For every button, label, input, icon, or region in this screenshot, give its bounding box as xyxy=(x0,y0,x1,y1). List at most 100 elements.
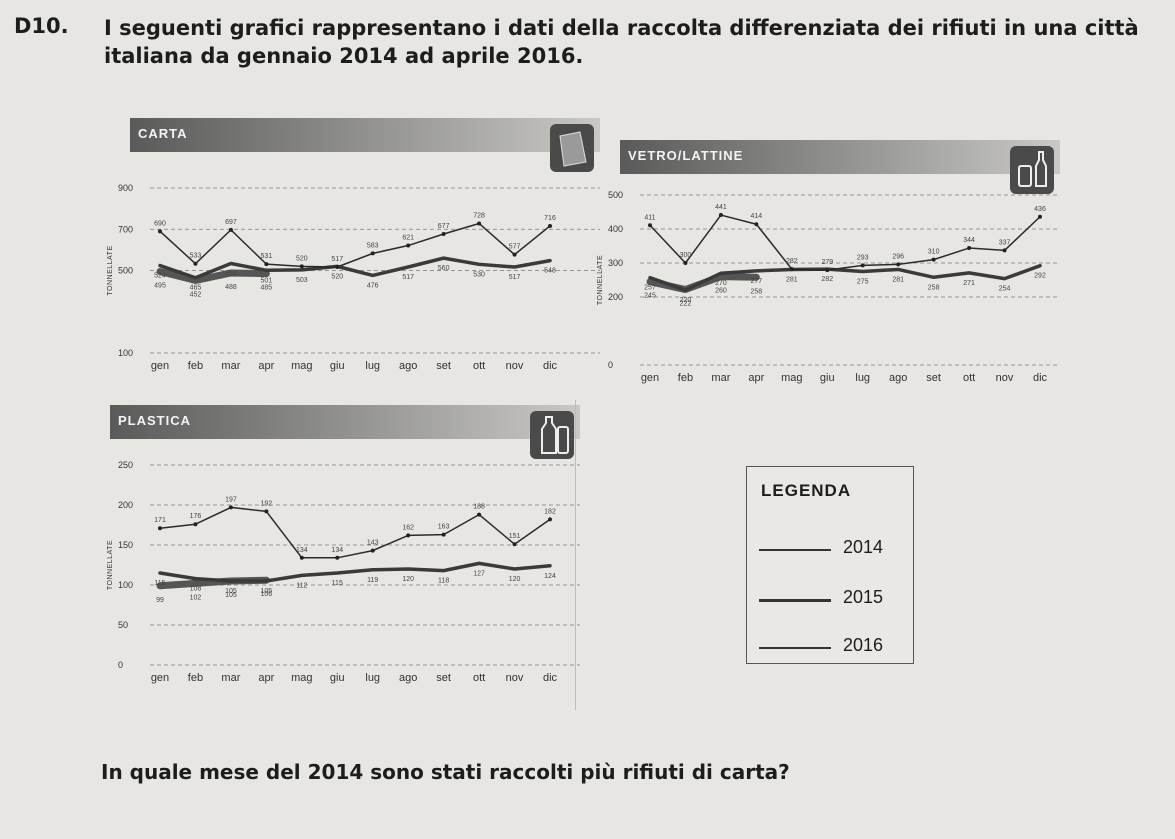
data-point-2014 xyxy=(299,555,304,560)
data-point-2014 xyxy=(264,262,269,267)
data-point-2014 xyxy=(299,264,304,269)
y-axis-label: TONNELLATE xyxy=(107,245,114,295)
data-label-2014: 577 xyxy=(509,244,521,251)
data-label-2016: 102 xyxy=(190,594,202,601)
y-tick-label: 400 xyxy=(608,224,623,234)
data-label-2014: 697 xyxy=(225,219,237,226)
data-label-2015: 120 xyxy=(509,576,521,583)
x-tick-label: mar xyxy=(711,372,730,384)
x-tick-label: gen xyxy=(641,372,659,384)
y-tick-label: 200 xyxy=(608,292,623,302)
data-label-2015: 501 xyxy=(261,277,273,284)
data-label-2016: 105 xyxy=(225,592,237,599)
series-line-2015 xyxy=(158,256,552,280)
legend-line-2015 xyxy=(759,599,831,602)
data-label-2014: 171 xyxy=(154,517,166,524)
data-label-2016: 245 xyxy=(644,293,656,300)
data-label-2015: 282 xyxy=(821,276,833,283)
data-label-2016: 485 xyxy=(261,285,273,292)
y-tick-label: 100 xyxy=(118,348,133,358)
x-tick-label: ago xyxy=(889,372,907,384)
question-number: D10. xyxy=(14,14,69,38)
data-label-2014: 134 xyxy=(331,547,343,554)
data-label-2015: 271 xyxy=(963,280,975,287)
data-label-2014: 583 xyxy=(367,242,379,249)
data-point-2014 xyxy=(193,261,198,266)
data-point-2014 xyxy=(1038,214,1042,219)
data-label-2014: 192 xyxy=(261,500,273,507)
data-label-2014: 728 xyxy=(473,212,485,219)
data-label-2014: 151 xyxy=(509,533,521,540)
y-tick-label: 50 xyxy=(118,620,128,630)
y-tick-label: 500 xyxy=(118,266,133,276)
data-point-2014 xyxy=(896,262,901,267)
data-label-2014: 690 xyxy=(154,220,166,227)
data-label-2015: 524 xyxy=(154,273,166,280)
y-tick-label: 0 xyxy=(118,660,123,670)
x-tick-label: ott xyxy=(963,372,975,384)
x-tick-label: lug xyxy=(365,360,380,372)
data-label-2015: 534 xyxy=(225,270,237,277)
x-tick-label: ott xyxy=(473,360,485,372)
data-point-2014 xyxy=(477,221,482,226)
vetro-icon xyxy=(1010,146,1054,194)
data-label-2015: 517 xyxy=(509,274,521,281)
y-tick-label: 500 xyxy=(608,190,623,200)
data-label-2015: 257 xyxy=(644,285,656,292)
data-label-2015: 281 xyxy=(892,276,904,283)
data-point-2014 xyxy=(512,542,517,547)
legend-title: LEGENDA xyxy=(761,481,852,500)
data-label-2014: 176 xyxy=(190,513,202,520)
legend-item-2016: 2016 xyxy=(757,635,907,657)
data-point-2014 xyxy=(648,223,652,228)
series-line-2016 xyxy=(156,268,270,284)
data-point-2014 xyxy=(967,246,972,251)
data-label-2016: 258 xyxy=(751,288,763,295)
y-tick-label: 100 xyxy=(118,580,133,590)
y-tick-label: 200 xyxy=(118,500,133,510)
data-label-2014: 677 xyxy=(438,223,450,230)
data-point-2014 xyxy=(860,263,865,268)
x-tick-label: feb xyxy=(188,672,203,684)
x-tick-label: ago xyxy=(399,672,417,684)
data-point-2014 xyxy=(477,512,482,517)
y-tick-label: 0 xyxy=(608,360,613,370)
data-point-2014 xyxy=(158,526,162,531)
data-label-2016: 260 xyxy=(715,288,727,295)
data-label-2014: 436 xyxy=(1034,206,1046,213)
data-label-2015: 220 xyxy=(680,297,692,304)
data-point-2014 xyxy=(264,509,269,514)
data-label-2015: 127 xyxy=(473,570,485,577)
data-label-2016: 99 xyxy=(156,597,164,604)
x-tick-label: nov xyxy=(506,360,524,372)
series-line-2015 xyxy=(648,263,1042,292)
data-point-2014 xyxy=(158,229,162,234)
data-point-2014 xyxy=(825,268,830,273)
legend-line-2016 xyxy=(759,647,831,649)
data-label-2014: 337 xyxy=(999,239,1011,246)
chart-title: CARTA xyxy=(138,126,188,141)
chart-title: VETRO/LATTINE xyxy=(628,148,743,163)
x-tick-label: lug xyxy=(365,672,380,684)
x-tick-label: ago xyxy=(399,360,417,372)
x-tick-label: mar xyxy=(221,672,240,684)
data-label-2015: 503 xyxy=(296,277,308,284)
data-point-2014 xyxy=(931,257,936,262)
data-point-2014 xyxy=(370,251,375,256)
data-point-2014 xyxy=(228,505,233,510)
data-label-2014: 282 xyxy=(786,258,798,265)
data-label-2015: 560 xyxy=(438,265,450,272)
data-label-2014: 414 xyxy=(751,213,763,220)
data-label-2014: 344 xyxy=(963,237,975,244)
data-label-2014: 411 xyxy=(644,214,655,221)
data-label-2016: 222 xyxy=(680,301,692,308)
data-label-2015: 118 xyxy=(438,578,449,585)
x-tick-label: ott xyxy=(473,672,485,684)
data-label-2015: 108 xyxy=(190,586,202,593)
data-label-2014: 143 xyxy=(367,540,379,547)
series-line-2014 xyxy=(649,214,1041,271)
data-label-2015: 476 xyxy=(367,282,379,289)
x-tick-label: feb xyxy=(678,372,693,384)
legend-item-2015: 2015 xyxy=(757,587,907,609)
x-tick-label: dic xyxy=(543,672,558,684)
